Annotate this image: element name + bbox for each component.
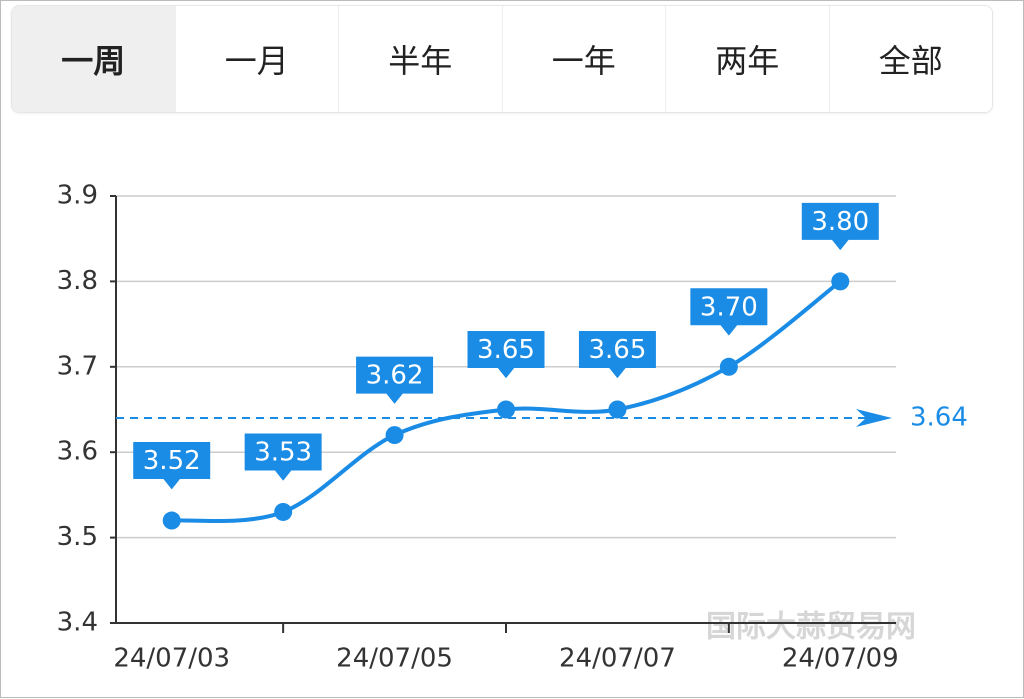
y-tick-label: 3.5 [57,522,98,552]
data-label: 3.65 [477,335,535,365]
point [274,502,293,521]
x-tick-label: 24/07/09 [782,644,899,674]
label-bubble [244,433,322,481]
watermark: 国际大蒜贸易网 [706,610,916,645]
x-tick-label: 24/07/07 [559,644,676,674]
range-tab[interactable]: 一年 [501,6,666,112]
data-label: 3.80 [811,207,869,237]
point [497,400,515,419]
label-bubble [801,202,879,250]
data-label: 3.70 [700,292,758,322]
range-tab[interactable]: 两年 [665,6,829,112]
data-label: 3.53 [254,437,312,467]
point [385,426,404,445]
point [162,511,181,530]
label-bubble [467,331,545,378]
data-label: 3.65 [588,335,646,365]
label-bubble [690,288,768,336]
range-tab[interactable]: 半年 [338,6,502,112]
y-tick-label: 3.9 [57,181,98,211]
range-tab[interactable]: 全部 [828,6,993,112]
y-tick-label: 3.4 [57,608,98,638]
label-bubble [133,442,211,490]
label-bubble [578,331,656,378]
point [831,272,850,291]
data-label: 3.52 [143,446,201,476]
x-tick-label: 24/07/03 [113,644,230,674]
average-label: 3.64 [910,403,968,433]
data-label: 3.62 [366,361,424,391]
tab-bar: 一周 一月 半年 一年 两年 全部 [11,5,993,113]
y-tick-label: 3.8 [57,266,98,296]
point [608,400,627,419]
x-tick-label: 24/07/05 [336,644,453,674]
average-arrow [856,409,892,428]
point [719,357,738,376]
y-tick-label: 3.7 [57,351,98,381]
range-tab[interactable]: 一月 [174,6,339,112]
label-bubble [356,356,434,404]
range-tab[interactable]: 一周 [12,6,175,112]
y-tick-label: 3.6 [57,437,98,467]
